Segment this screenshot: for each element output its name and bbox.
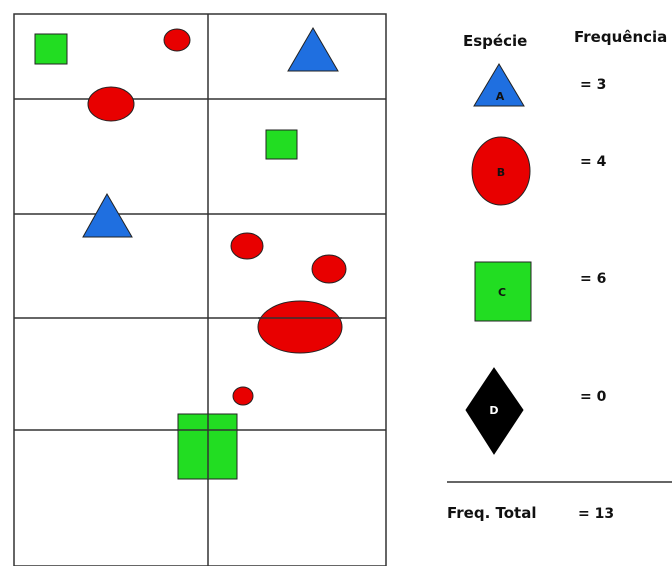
legend-frequency-b: = 4 <box>580 154 607 170</box>
ellipse-icon <box>163 28 191 52</box>
square-icon <box>265 129 298 160</box>
ellipse-icon <box>471 136 531 206</box>
diamond-icon <box>465 367 524 455</box>
triangle-icon <box>82 192 133 238</box>
ellipse-icon <box>87 86 135 122</box>
grid-overlay <box>178 317 342 479</box>
legend-letter-a: A <box>496 90 505 103</box>
ellipse-icon <box>311 254 347 284</box>
square-icon <box>474 261 532 322</box>
species-header: Espécie <box>463 32 527 50</box>
legend-letter-b: B <box>497 166 505 179</box>
ellipse-icon <box>257 300 343 354</box>
legend-letter-c: C <box>498 286 506 299</box>
square-icon <box>34 33 68 65</box>
ellipse-icon <box>232 386 254 406</box>
legend-letter-d: D <box>489 404 498 417</box>
triangle-icon <box>473 63 525 107</box>
total-value: = 13 <box>578 506 614 522</box>
frequency-header: Frequência <box>574 28 667 46</box>
ellipse-icon <box>230 232 264 260</box>
legend-frequency-c: = 6 <box>580 271 606 287</box>
legend-frequency-d: = 0 <box>580 389 607 405</box>
triangle-icon <box>287 27 339 72</box>
total-label: Freq. Total <box>447 504 537 522</box>
plot-border <box>13 13 387 566</box>
sampling-grid <box>13 13 387 566</box>
legend: Espécie Frequência A = 3 B = 4 C = 6 D =… <box>447 28 672 522</box>
legend-frequency-a: = 3 <box>580 77 606 93</box>
organisms <box>34 27 347 480</box>
